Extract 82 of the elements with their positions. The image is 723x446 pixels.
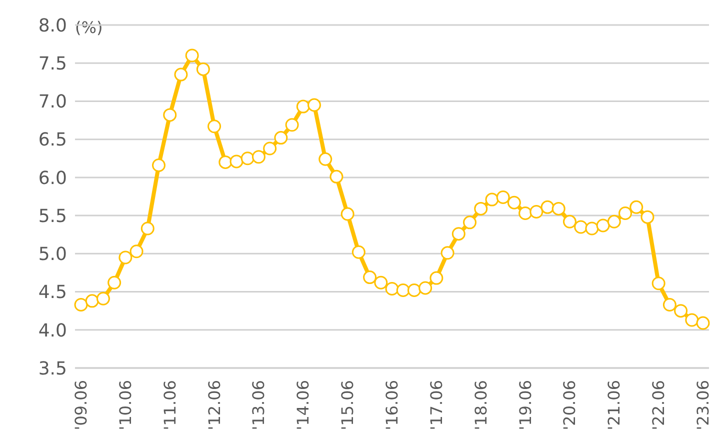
x-tick-label: '19.06	[516, 380, 535, 430]
y-tick-label: 3.5	[38, 358, 67, 380]
point	[385, 282, 399, 296]
point	[540, 200, 554, 214]
point	[640, 210, 654, 224]
point	[474, 202, 488, 216]
point	[196, 62, 210, 76]
y-tick-label: 5.5	[38, 206, 67, 227]
point	[696, 316, 710, 330]
point	[163, 108, 177, 122]
point	[662, 298, 676, 312]
point	[463, 216, 476, 230]
point	[452, 227, 466, 241]
y-tick-label: 4.5	[38, 282, 67, 304]
x-tick-label: '09.06	[72, 380, 90, 430]
point	[685, 313, 699, 327]
point	[252, 150, 266, 164]
x-tick-label: '10.06	[116, 380, 135, 430]
point	[485, 192, 499, 206]
y-tick-label: 7.5	[38, 54, 67, 74]
point	[418, 281, 432, 295]
point	[230, 154, 244, 168]
point	[285, 118, 299, 132]
point	[630, 200, 644, 214]
point	[363, 270, 377, 284]
point	[130, 244, 144, 258]
y-tick-label: 5.0	[38, 244, 67, 266]
x-tick-label: '22.06	[649, 380, 668, 430]
x-tick-label: '13.06	[249, 380, 268, 430]
point	[263, 142, 277, 156]
point	[140, 222, 154, 236]
point	[240, 152, 254, 166]
point	[274, 131, 288, 145]
point	[374, 276, 388, 290]
x-tick-label: '23.06	[694, 380, 712, 430]
point	[440, 246, 454, 260]
point	[396, 284, 410, 298]
x-tick-label: '18.06	[471, 380, 490, 430]
point	[496, 190, 510, 204]
point	[185, 48, 199, 62]
point	[585, 222, 599, 236]
point	[618, 206, 632, 220]
point	[208, 120, 222, 134]
x-tick-label: '21.06	[604, 380, 624, 430]
point	[74, 298, 88, 312]
y-tick-label: 7.0	[38, 92, 67, 113]
point	[352, 245, 366, 259]
point	[507, 196, 521, 210]
y-tick-label: 4.0	[38, 320, 67, 342]
point	[674, 304, 688, 318]
point	[430, 271, 444, 285]
x-tick-label: '17.06	[426, 380, 446, 430]
y-tick-label: 6.0	[38, 168, 67, 189]
y-tick-label: 8.0	[38, 15, 67, 36]
point	[218, 155, 232, 169]
point	[596, 218, 610, 232]
x-tick-label: '11.06	[160, 380, 180, 430]
point	[318, 152, 332, 166]
point	[607, 214, 621, 228]
point	[296, 100, 310, 114]
x-tick-label: '20.06	[560, 380, 580, 430]
point	[108, 276, 122, 290]
point	[96, 292, 110, 306]
point	[330, 170, 344, 184]
point	[85, 294, 99, 308]
point	[152, 158, 166, 172]
point	[518, 206, 532, 220]
x-tick-label: '12.06	[204, 380, 224, 430]
point	[340, 207, 354, 221]
point	[552, 202, 566, 216]
point	[652, 276, 666, 290]
x-tick-label: '14.06	[294, 380, 313, 430]
point	[308, 98, 321, 112]
point	[407, 284, 421, 298]
point	[174, 68, 188, 82]
x-tick-label: '16.06	[382, 380, 402, 430]
point	[574, 220, 588, 234]
point	[562, 214, 576, 228]
point	[118, 250, 132, 264]
y-tick-label: 6.5	[38, 130, 67, 151]
x-tick-label: '15.06	[338, 380, 358, 430]
point	[530, 204, 544, 218]
